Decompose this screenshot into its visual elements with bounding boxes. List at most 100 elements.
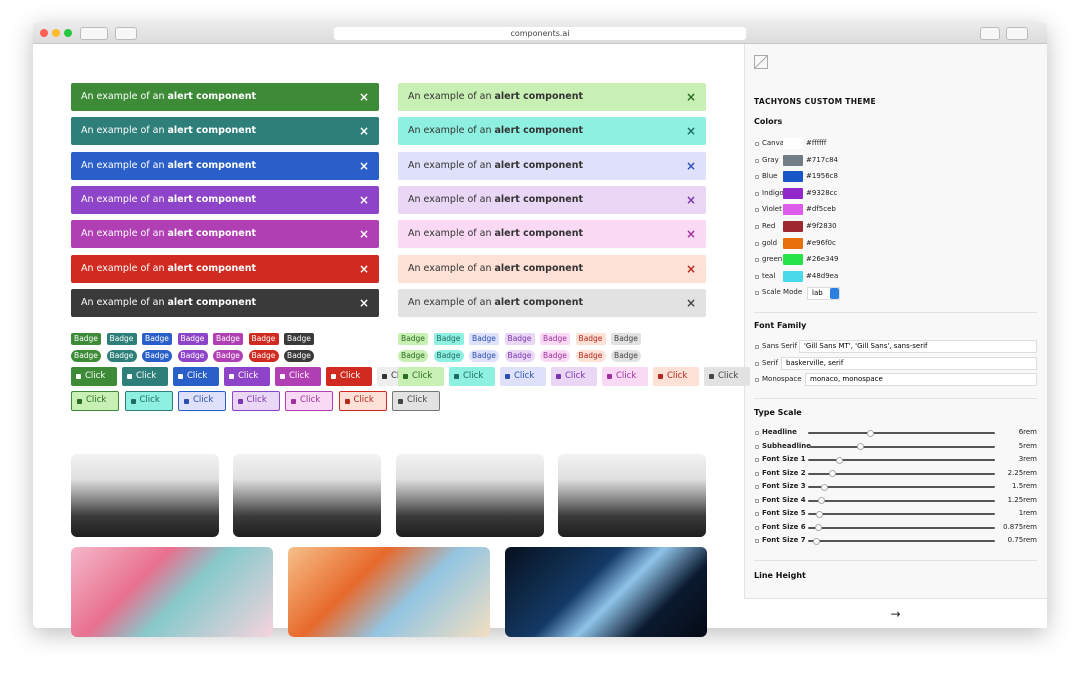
alert-text: An example of an bbox=[81, 262, 165, 274]
button[interactable]: Click bbox=[398, 367, 444, 386]
share-button[interactable] bbox=[980, 27, 1000, 40]
color-swatch[interactable] bbox=[783, 204, 803, 216]
alert-close[interactable]: × bbox=[358, 158, 369, 173]
button-label: Click bbox=[353, 395, 374, 405]
slider-knob[interactable] bbox=[820, 483, 828, 491]
badge: Badge bbox=[611, 333, 641, 345]
button[interactable]: Click bbox=[71, 367, 117, 386]
type-name: Font Size 2 bbox=[762, 468, 806, 477]
close-dot[interactable] bbox=[40, 29, 48, 37]
separator bbox=[754, 560, 1037, 561]
lock-icon bbox=[755, 208, 759, 213]
button[interactable]: Click bbox=[653, 367, 699, 386]
alert-close[interactable]: × bbox=[685, 158, 696, 173]
photo bbox=[233, 454, 381, 537]
badge: Badge bbox=[575, 350, 606, 362]
button[interactable]: Click bbox=[326, 367, 372, 386]
button[interactable]: Click bbox=[551, 367, 597, 386]
button[interactable]: Click bbox=[449, 367, 495, 386]
button-icon bbox=[130, 399, 136, 404]
button[interactable]: Click bbox=[173, 367, 219, 386]
alert-close[interactable]: × bbox=[685, 227, 696, 242]
minimize-dot[interactable] bbox=[52, 29, 60, 37]
font-input[interactable]: monaco, monospace bbox=[805, 373, 1037, 386]
alert-close[interactable]: × bbox=[358, 295, 369, 310]
nav-buttons[interactable] bbox=[80, 27, 108, 40]
button-label: Click bbox=[187, 371, 208, 381]
button[interactable]: Click bbox=[275, 367, 321, 386]
alert-text: An example of an bbox=[408, 159, 492, 171]
font-input[interactable]: 'Gill Sans MT', 'Gill Sans', sans-serif bbox=[799, 340, 1037, 353]
button[interactable]: Click bbox=[224, 367, 270, 386]
button[interactable]: Click bbox=[338, 391, 387, 411]
scale-mode-select[interactable]: lab bbox=[807, 287, 840, 300]
badge: Badge bbox=[540, 333, 570, 345]
button-icon bbox=[331, 374, 336, 379]
slider-knob[interactable] bbox=[836, 456, 844, 464]
sidebar-button[interactable] bbox=[115, 27, 137, 40]
color-swatch[interactable] bbox=[783, 154, 803, 166]
badge: Badge bbox=[142, 333, 172, 345]
font-input[interactable]: baskerville, serif bbox=[781, 356, 1037, 370]
alert: An example of an alert component × bbox=[71, 83, 379, 111]
color-swatch[interactable] bbox=[783, 171, 803, 183]
url-bar[interactable]: components.ai bbox=[334, 27, 746, 40]
button[interactable]: Click bbox=[602, 367, 648, 386]
badge: Badge bbox=[469, 350, 499, 362]
zoom-dot[interactable] bbox=[64, 29, 72, 37]
button-label: Click bbox=[514, 371, 535, 381]
badge: Badge bbox=[106, 350, 137, 362]
button-label: Click bbox=[407, 395, 428, 405]
alert-close[interactable]: × bbox=[685, 90, 696, 104]
alert-close[interactable]: × bbox=[685, 261, 696, 276]
button-icon bbox=[280, 374, 285, 379]
color-swatch[interactable] bbox=[783, 270, 803, 282]
button[interactable]: Click bbox=[178, 391, 226, 411]
button-label: Click bbox=[86, 395, 107, 405]
slider-knob[interactable] bbox=[813, 537, 821, 545]
color-swatch[interactable] bbox=[783, 221, 803, 232]
color-swatch[interactable] bbox=[783, 187, 803, 199]
type-name: Font Size 3 bbox=[762, 482, 806, 490]
slider-knob[interactable] bbox=[857, 443, 864, 450]
alert-close[interactable]: × bbox=[685, 295, 696, 310]
alert-close[interactable]: × bbox=[358, 90, 369, 104]
next-button[interactable]: → bbox=[744, 598, 1047, 628]
alert-close[interactable]: × bbox=[685, 192, 696, 207]
color-swatch[interactable] bbox=[783, 254, 803, 266]
alert-close[interactable]: × bbox=[358, 124, 369, 139]
button[interactable]: Click bbox=[285, 391, 333, 411]
button[interactable]: Click bbox=[500, 367, 546, 386]
slider-knob[interactable] bbox=[815, 510, 823, 518]
slider-knob[interactable] bbox=[867, 429, 875, 437]
button[interactable]: Click bbox=[122, 367, 168, 386]
badge: Badge bbox=[213, 350, 243, 362]
alert-close[interactable]: × bbox=[358, 261, 369, 276]
alert-close[interactable]: × bbox=[358, 192, 369, 207]
slider-knob[interactable] bbox=[814, 524, 822, 531]
lock-icon bbox=[755, 378, 759, 382]
button[interactable]: Click bbox=[231, 391, 280, 411]
alert-close[interactable]: × bbox=[358, 227, 369, 242]
font-name: Serif bbox=[762, 358, 779, 367]
badge: Badge bbox=[213, 333, 243, 345]
lock-icon bbox=[755, 485, 759, 489]
color-hex: #1956c8 bbox=[806, 172, 838, 181]
alert: An example of an alert component × bbox=[71, 185, 379, 214]
color-swatch[interactable] bbox=[783, 138, 803, 149]
color-swatch[interactable] bbox=[783, 237, 803, 249]
font-name: Monospace bbox=[762, 375, 802, 383]
button[interactable]: Click bbox=[392, 391, 440, 411]
button[interactable]: Click bbox=[704, 367, 750, 386]
slider-knob[interactable] bbox=[828, 470, 836, 477]
button[interactable]: Click bbox=[71, 391, 119, 411]
tabs-button[interactable] bbox=[1006, 27, 1028, 40]
badge: Badge bbox=[433, 350, 464, 362]
slider-track bbox=[808, 432, 995, 434]
slider-knob[interactable] bbox=[818, 497, 826, 504]
button-icon bbox=[709, 374, 714, 379]
alert-close[interactable]: × bbox=[685, 124, 696, 139]
alert-text: An example of an bbox=[408, 125, 492, 137]
badge: Badge bbox=[142, 350, 172, 362]
button[interactable]: Click bbox=[124, 391, 173, 411]
